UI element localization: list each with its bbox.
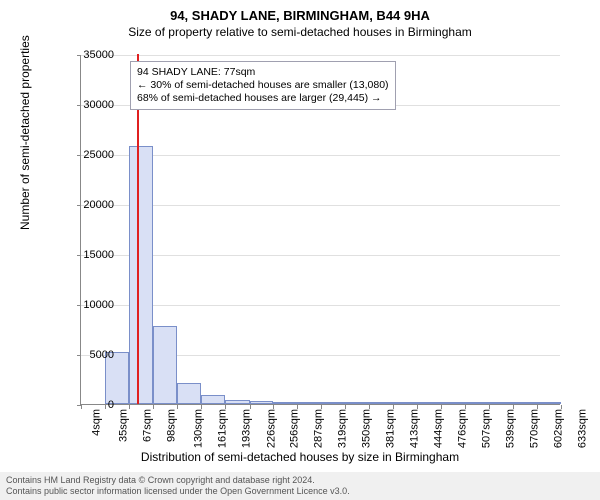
chart-subtitle: Size of property relative to semi-detach… [0, 23, 600, 39]
histogram-bar [513, 402, 537, 404]
xtick-label: 35sqm [117, 409, 129, 442]
xtick-label: 350sqm [361, 409, 373, 448]
xtick-mark [297, 405, 298, 409]
xtick-mark [537, 405, 538, 409]
xtick-mark [417, 405, 418, 409]
gridline [81, 305, 560, 306]
footer-line-2: Contains public sector information licen… [6, 486, 594, 497]
histogram-bar [489, 402, 513, 404]
histogram-bar [345, 402, 369, 404]
annotation-box: 94 SHADY LANE: 77sqm ← 30% of semi-detac… [130, 61, 396, 110]
histogram-bar [201, 395, 225, 404]
ytick-label: 10000 [74, 299, 114, 311]
xtick-label: 319sqm [337, 409, 349, 448]
y-axis-label: Number of semi-detached properties [18, 35, 32, 230]
histogram-bar [177, 383, 201, 404]
histogram-bar [417, 402, 441, 404]
xtick-mark [489, 405, 490, 409]
annotation-line-3: 68% of semi-detached houses are larger (… [137, 92, 389, 105]
xtick-label: 413sqm [409, 409, 421, 448]
histogram-bar [321, 402, 345, 404]
annotation-line-2: ← 30% of semi-detached houses are smalle… [137, 79, 389, 92]
ytick-label: 25000 [74, 149, 114, 161]
xtick-label: 256sqm [289, 409, 301, 448]
xtick-mark [441, 405, 442, 409]
gridline [81, 155, 560, 156]
footer: Contains HM Land Registry data © Crown c… [0, 472, 600, 500]
ytick-label: 35000 [74, 49, 114, 61]
xtick-label: 287sqm [313, 409, 325, 448]
histogram-bar [129, 146, 153, 404]
ytick-label: 5000 [74, 349, 114, 361]
xtick-label: 444sqm [432, 409, 444, 448]
chart-container: 94, SHADY LANE, BIRMINGHAM, B44 9HA Size… [0, 0, 600, 500]
xtick-mark [250, 405, 251, 409]
xtick-label: 602sqm [553, 409, 565, 448]
xtick-mark [225, 405, 226, 409]
ytick-label: 15000 [74, 249, 114, 261]
xtick-label: 98sqm [165, 409, 177, 442]
xtick-label: 539sqm [505, 409, 517, 448]
xtick-mark [393, 405, 394, 409]
histogram-bar [250, 401, 273, 404]
xtick-mark [345, 405, 346, 409]
xtick-mark [273, 405, 274, 409]
gridline [81, 205, 560, 206]
xtick-mark [513, 405, 514, 409]
histogram-bar [465, 402, 489, 404]
gridline [81, 55, 560, 56]
ytick-label: 20000 [74, 199, 114, 211]
histogram-bar [441, 402, 465, 404]
xtick-label: 476sqm [457, 409, 469, 448]
xtick-label: 193sqm [241, 409, 253, 448]
xtick-label: 130sqm [193, 409, 205, 448]
xtick-label: 507sqm [480, 409, 492, 448]
histogram-bar [297, 402, 321, 404]
xtick-label: 570sqm [528, 409, 540, 448]
xtick-label: 381sqm [384, 409, 396, 448]
footer-line-1: Contains HM Land Registry data © Crown c… [6, 475, 594, 486]
histogram-bar [273, 402, 297, 404]
histogram-bar [393, 402, 417, 404]
annotation-line-1: 94 SHADY LANE: 77sqm [137, 66, 389, 79]
ytick-label: 30000 [74, 99, 114, 111]
xtick-mark [201, 405, 202, 409]
ytick-label: 0 [74, 399, 114, 411]
xtick-mark [129, 405, 130, 409]
xtick-mark [369, 405, 370, 409]
xtick-label: 633sqm [577, 409, 589, 448]
xtick-mark [321, 405, 322, 409]
xtick-mark [177, 405, 178, 409]
x-axis-label: Distribution of semi-detached houses by … [0, 450, 600, 464]
chart-title: 94, SHADY LANE, BIRMINGHAM, B44 9HA [0, 0, 600, 23]
histogram-bar [369, 402, 393, 404]
xtick-label: 226sqm [266, 409, 278, 448]
histogram-bar [225, 400, 250, 405]
xtick-label: 161sqm [216, 409, 228, 448]
histogram-bar [537, 402, 561, 404]
histogram-bar [153, 326, 177, 404]
xtick-mark [153, 405, 154, 409]
plot-area: 4sqm35sqm67sqm98sqm130sqm161sqm193sqm226… [80, 55, 560, 405]
gridline [81, 255, 560, 256]
xtick-label: 67sqm [142, 409, 154, 442]
xtick-mark [465, 405, 466, 409]
xtick-label: 4sqm [90, 409, 102, 436]
xtick-mark [561, 405, 562, 409]
